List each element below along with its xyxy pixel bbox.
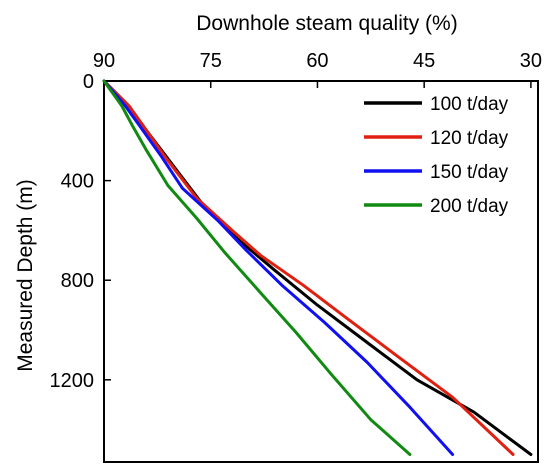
x-tick-label: 90 (93, 50, 115, 72)
y-tick-label: 400 (61, 171, 94, 193)
series-line-1 (102, 79, 515, 456)
y-tick-label: 1200 (50, 370, 95, 392)
x-tick-label: 60 (306, 50, 328, 72)
legend-label: 120 t/day (430, 128, 509, 149)
x-axis-title: Downhole steam quality (%) (196, 12, 457, 35)
legend: 100 t/day 120 t/day 150 t/day 200 t/day (364, 94, 509, 217)
series-line-2 (102, 79, 455, 456)
y-tick-label: 0 (83, 71, 94, 93)
legend-label: 150 t/day (430, 162, 509, 183)
x-tick-label: 30 (520, 50, 542, 72)
y-axis-title: Measured Depth (m) (14, 179, 37, 372)
series-lines (102, 79, 533, 456)
y-tick-label: 800 (61, 270, 94, 292)
series-line-3 (102, 79, 412, 456)
plot-frame (103, 80, 539, 463)
x-axis-ticks: 90 75 60 45 30 (93, 50, 542, 88)
y-axis-ticks: 0 400 800 1200 (50, 71, 111, 392)
x-tick-label: 75 (200, 50, 222, 72)
legend-label: 200 t/day (430, 196, 509, 217)
x-tick-label: 45 (413, 50, 435, 72)
legend-label: 100 t/day (430, 94, 509, 115)
